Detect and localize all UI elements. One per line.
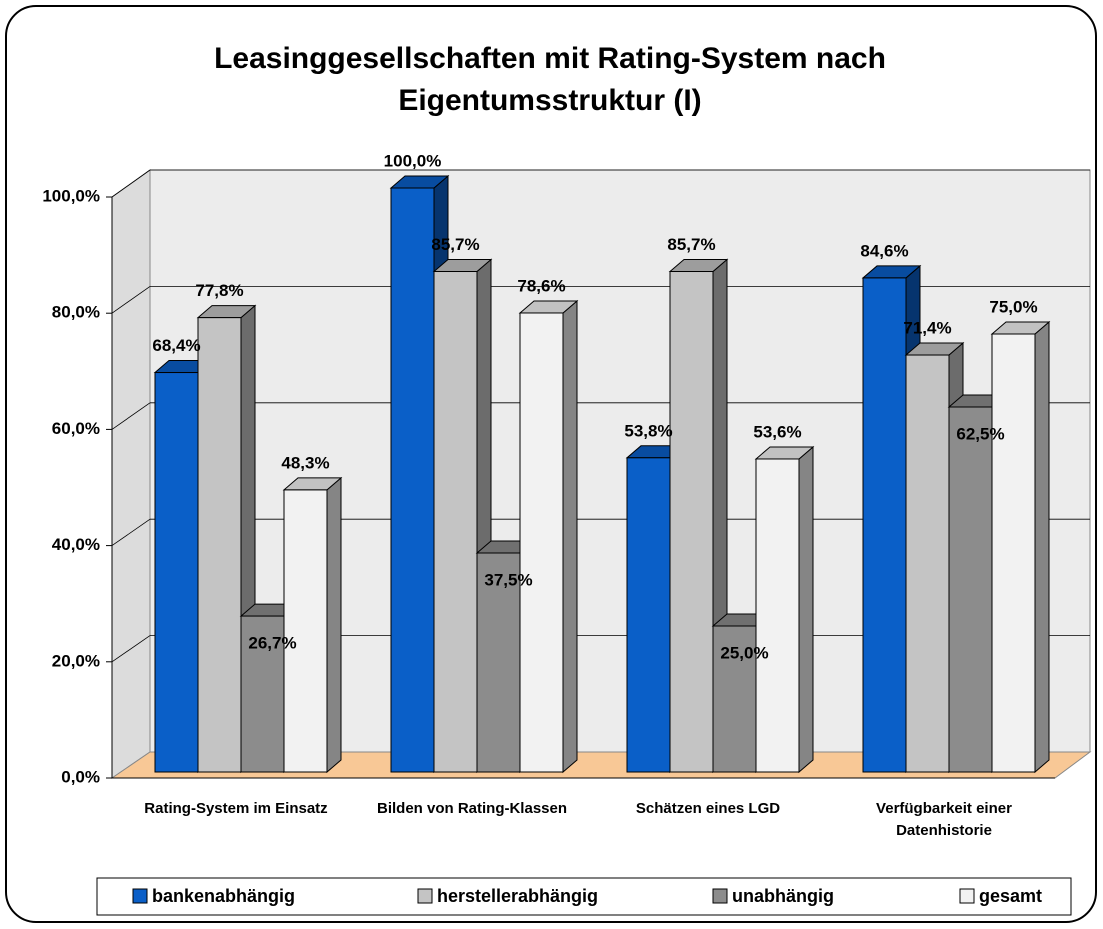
grid-line-side [111, 402, 151, 430]
side-wall [111, 169, 151, 779]
value-label: 48,3% [281, 453, 329, 472]
value-label: 100,0% [384, 151, 442, 170]
bar [283, 489, 328, 773]
bar [991, 333, 1036, 773]
y-tick-label: 100,0% [42, 186, 100, 205]
legend-swatch [132, 888, 148, 904]
bar [154, 372, 199, 773]
bar [433, 271, 478, 773]
value-label: 85,7% [431, 235, 479, 254]
bar [197, 317, 242, 773]
legend-label: unabhängig [732, 886, 834, 906]
bar [948, 406, 993, 773]
value-label: 68,4% [152, 336, 200, 355]
bar-side [562, 299, 578, 774]
value-label: 62,5% [956, 424, 1004, 443]
y-tick-label: 60,0% [52, 419, 100, 438]
legend-swatch [417, 888, 433, 904]
value-label: 71,4% [903, 319, 951, 338]
legend-swatch [712, 888, 728, 904]
bar [905, 354, 950, 773]
y-tick-label: 0,0% [61, 767, 100, 786]
chart-title: Leasinggesellschaften mit Rating-System … [214, 42, 886, 117]
bar-side [798, 445, 814, 774]
bar [626, 457, 671, 773]
value-label: 85,7% [667, 235, 715, 254]
x-tick-label: Bilden von Rating-Klassen [376, 800, 568, 817]
bar-side [1034, 320, 1050, 774]
bar [755, 458, 800, 773]
grid-line-side [111, 635, 151, 663]
bar [519, 312, 564, 773]
bar [390, 187, 435, 773]
value-label: 77,8% [195, 281, 243, 300]
value-label: 26,7% [248, 634, 296, 653]
legend-label: gesamt [979, 886, 1042, 906]
value-label: 84,6% [860, 241, 908, 260]
grid-line-side [111, 286, 151, 314]
bar-side [326, 476, 342, 774]
x-tick-label: Verfügbarkeit einer Datenhistorie [876, 800, 1012, 839]
bar [669, 271, 714, 773]
legend-label: bankenabhängig [152, 886, 295, 906]
grid-line-side [111, 169, 151, 198]
value-label: 78,6% [517, 276, 565, 295]
x-tick-label: Rating-System im Einsatz [144, 800, 328, 817]
legend-swatch [959, 888, 975, 904]
value-label: 37,5% [484, 570, 532, 589]
bar [862, 277, 907, 773]
value-label: 75,0% [989, 297, 1037, 316]
legend-box [96, 877, 1072, 916]
value-label: 53,6% [753, 422, 801, 441]
value-label: 25,0% [720, 643, 768, 662]
grid-line-side [111, 518, 151, 546]
x-tick-label: Schätzen eines LGD [635, 800, 781, 817]
bar [712, 625, 757, 773]
y-tick-label: 80,0% [52, 303, 100, 322]
y-tick-label: 40,0% [52, 535, 100, 554]
bar [240, 615, 285, 773]
legend-label: herstellerabhängig [437, 886, 598, 906]
y-tick-label: 20,0% [52, 651, 100, 670]
value-label: 53,8% [624, 421, 672, 440]
